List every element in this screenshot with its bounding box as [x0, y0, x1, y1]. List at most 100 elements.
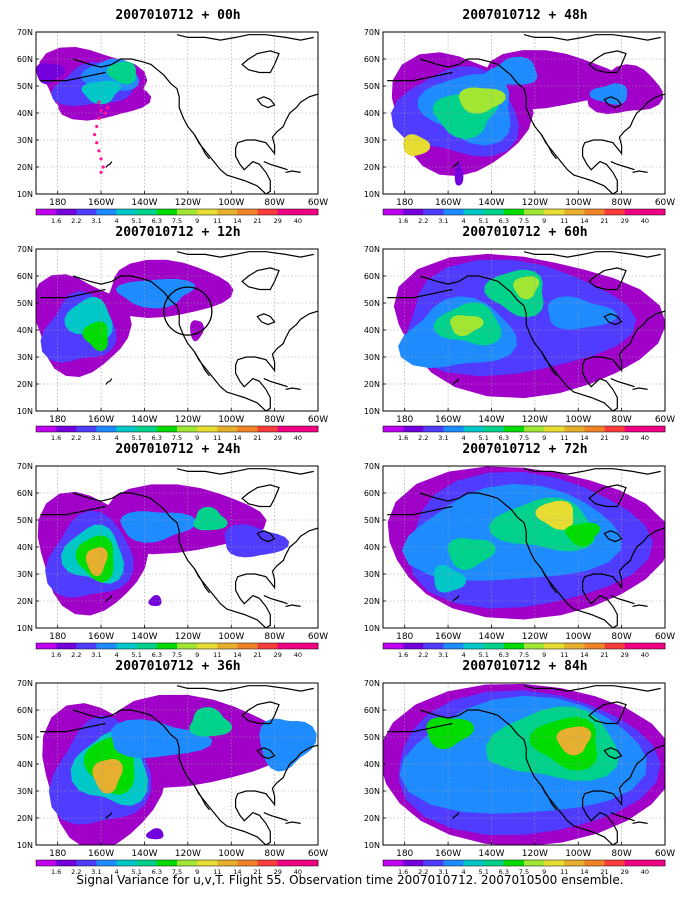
- contour-region: [565, 522, 601, 547]
- colorbar-label: 5.1: [479, 868, 489, 876]
- lon-label: 180: [396, 849, 413, 859]
- colorbar-label: 3.1: [91, 217, 101, 225]
- lat-label: 10N: [364, 190, 380, 199]
- colorbar-label: 1.6: [51, 651, 61, 659]
- colorbar-label: 3.1: [91, 651, 101, 659]
- lat-label: 50N: [364, 516, 380, 525]
- contour-region: [454, 162, 464, 186]
- colorbar-swatch: [564, 643, 585, 649]
- colorbar-label: 14: [233, 434, 241, 442]
- colorbar-swatch: [604, 426, 626, 432]
- lon-label: 140W: [478, 198, 504, 208]
- map-panel-00h: 2007010712 + 00h 70N 60N 50N 40N 30N 20N 10N 18…: [8, 8, 348, 228]
- contour-region: [85, 547, 108, 577]
- colorbar-label: 9: [195, 651, 199, 659]
- colorbar-label: 3.1: [438, 868, 448, 876]
- panel-title: 2007010712 + 84h: [462, 659, 588, 674]
- lat-label: 10N: [364, 407, 380, 416]
- colorbar-swatch: [217, 426, 238, 432]
- map-panel-48h: 2007010712 + 48h 70N 60N 50N 40N 30N 20N 10N 18…: [355, 8, 695, 228]
- colorbar-label: 21: [600, 651, 608, 659]
- colorbar-label: 7.5: [172, 868, 182, 876]
- lat-label: 30N: [17, 353, 33, 362]
- colorbar-swatch: [156, 209, 178, 215]
- obs-point: [97, 116, 101, 120]
- colorbar-swatch: [297, 643, 319, 649]
- colorbar-frame: [382, 208, 666, 216]
- colorbar-label: 7.5: [172, 434, 182, 442]
- gridlines: [36, 249, 318, 411]
- colorbar-label: 21: [600, 868, 608, 876]
- lon-label: 160W: [88, 849, 114, 859]
- coastlines: [387, 468, 665, 628]
- lat-label: 40N: [364, 760, 380, 769]
- lon-label: 80W: [611, 849, 631, 859]
- colorbar-swatch: [217, 209, 238, 215]
- lon-label: 120W: [522, 198, 548, 208]
- colorbar-swatch: [297, 426, 319, 432]
- colorbar-swatch: [503, 209, 525, 215]
- lat-label: 30N: [17, 787, 33, 796]
- contour-region: [224, 524, 290, 558]
- lat-label: 50N: [17, 516, 33, 525]
- colorbar-label: 14: [233, 217, 241, 225]
- contour-region: [259, 718, 317, 772]
- panel-title: 2007010712 + 60h: [462, 225, 588, 240]
- lat-label: 70N: [17, 679, 33, 688]
- coastlines: [387, 251, 665, 411]
- panel-title: 2007010712 + 72h: [462, 442, 588, 457]
- colorbar-label: 11: [213, 434, 221, 442]
- colorbar-label: 4: [115, 868, 119, 876]
- colorbar-label: 1.6: [398, 217, 408, 225]
- lon-label: 160W: [88, 198, 114, 208]
- colorbar-frame: [382, 425, 666, 433]
- colorbar-swatch: [177, 860, 198, 866]
- contour-region: [556, 726, 592, 756]
- colorbar-label: 14: [580, 434, 588, 442]
- lat-label: 30N: [17, 136, 33, 145]
- colorbar-label: 3.1: [91, 868, 101, 876]
- colorbar-swatch: [56, 643, 77, 649]
- panel-title: 2007010712 + 00h: [115, 8, 241, 23]
- lat-label: 70N: [364, 28, 380, 37]
- colorbar-swatch: [116, 209, 138, 215]
- contour-region: [193, 506, 228, 531]
- map-panel-84h: 2007010712 + 84h 70N 60N 50N 40N 30N 20N 10N 18…: [355, 659, 695, 879]
- colorbar-label: 1.6: [398, 868, 408, 876]
- contour-region: [148, 595, 162, 606]
- colorbar-swatch: [624, 426, 646, 432]
- lon-label: 120W: [175, 198, 201, 208]
- colorbar-label: 4: [462, 217, 466, 225]
- panel-title: 2007010712 + 36h: [115, 659, 241, 674]
- colorbar-label: 11: [560, 434, 568, 442]
- colorbar-swatch: [644, 209, 666, 215]
- colorbar-label: 4: [462, 434, 466, 442]
- colorbar-swatch: [136, 209, 158, 215]
- lon-label: 80W: [611, 415, 631, 425]
- colorbar-swatch: [36, 860, 57, 866]
- lon-label: 100W: [565, 415, 591, 425]
- contour-region: [106, 61, 136, 85]
- colorbar-swatch: [36, 426, 57, 432]
- lon-label: 140W: [131, 198, 157, 208]
- colorbar-label: 21: [600, 434, 608, 442]
- colorbar-label: 21: [253, 651, 261, 659]
- contour-region: [513, 276, 540, 300]
- colorbar-label: 5.1: [132, 434, 142, 442]
- colorbar-label: 4: [115, 434, 119, 442]
- variance-map: 70N 60N 50N 40N 30N 20N 10N 180 160W 140W 120W 100W…: [17, 462, 328, 659]
- colorbar-label: 4: [462, 651, 466, 659]
- panel-title: 2007010712 + 24h: [115, 442, 241, 457]
- lon-label: 160W: [435, 849, 461, 859]
- lon-label: 140W: [131, 849, 157, 859]
- colorbar-swatch: [277, 643, 299, 649]
- colorbar-swatch: [483, 643, 505, 649]
- colorbar-swatch: [76, 860, 97, 866]
- lat-label: 50N: [17, 82, 33, 91]
- colorbar-swatch: [644, 643, 666, 649]
- variance-map: 70N 60N 50N 40N 30N 20N 10N 180 160W 140W 120W 100W…: [17, 245, 328, 442]
- colorbar-label: 29: [621, 868, 629, 876]
- lon-label: 100W: [565, 632, 591, 642]
- colorbar-swatch: [177, 209, 198, 215]
- colorbar-label: 4: [115, 651, 119, 659]
